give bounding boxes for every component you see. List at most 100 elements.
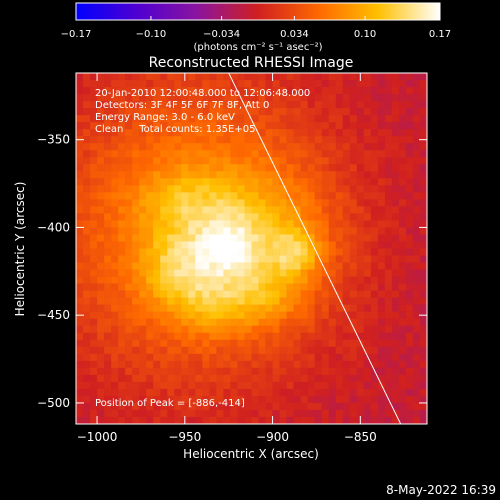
heatmap-cell — [335, 283, 344, 291]
heatmap-cell — [328, 220, 337, 228]
heatmap-cell — [300, 311, 308, 319]
heatmap-cell — [391, 262, 400, 270]
heatmap-cell — [111, 87, 119, 95]
heatmap-cell — [146, 171, 154, 179]
heatmap-cell — [244, 297, 252, 305]
heatmap-cell — [125, 388, 133, 397]
heatmap-cell — [251, 87, 259, 95]
heatmap-cell — [104, 339, 112, 348]
heatmap-cell — [202, 115, 210, 123]
heatmap-cell — [167, 108, 175, 116]
heatmap-cell — [132, 178, 140, 186]
heatmap-cell — [188, 178, 196, 186]
heatmap-cell — [90, 283, 98, 291]
heatmap-cell — [76, 164, 84, 172]
heatmap-cell — [188, 339, 196, 348]
heatmap-cell — [272, 262, 280, 270]
heatmap-cell — [314, 381, 322, 390]
heatmap-cell — [216, 395, 224, 404]
heatmap-cell — [412, 192, 421, 200]
heatmap-cell — [265, 276, 273, 284]
heatmap-cell — [356, 115, 365, 123]
heatmap-cell — [293, 283, 301, 291]
heatmap-cell — [391, 136, 400, 144]
heatmap-cell — [391, 402, 400, 411]
heatmap-cell — [153, 290, 161, 298]
heatmap-cell — [139, 360, 147, 369]
heatmap-cell — [370, 311, 379, 319]
heatmap-cell — [244, 192, 252, 200]
heatmap-cell — [307, 262, 315, 270]
heatmap-cell — [237, 325, 245, 334]
heatmap-cell — [153, 171, 161, 179]
heatmap-cell — [258, 346, 266, 355]
heatmap-cell — [328, 241, 337, 249]
heatmap-cell — [223, 325, 231, 334]
heatmap-cell — [153, 87, 161, 95]
heatmap-cell — [405, 367, 414, 376]
heatmap-cell — [139, 220, 147, 228]
heatmap-cell — [118, 241, 126, 249]
heatmap-cell — [244, 339, 252, 348]
heatmap-cell — [279, 199, 287, 207]
heatmap-cell — [104, 311, 112, 319]
heatmap-cell — [349, 360, 358, 369]
heatmap-cell — [384, 241, 393, 249]
heatmap-cell — [76, 206, 84, 214]
heatmap-cell — [146, 325, 154, 334]
heatmap-cell — [125, 227, 133, 235]
heatmap-cell — [377, 234, 386, 242]
heatmap-cell — [167, 157, 175, 165]
heatmap-cell — [335, 311, 344, 319]
heatmap-cell — [97, 360, 105, 369]
heatmap-cell — [419, 73, 427, 81]
heatmap-cell — [251, 143, 259, 151]
heatmap-cell — [181, 227, 189, 235]
heatmap-cell — [412, 122, 421, 130]
heatmap-cell — [286, 241, 294, 249]
heatmap-cell — [349, 199, 358, 207]
heatmap-cell — [111, 346, 119, 355]
heatmap-cell — [146, 213, 154, 221]
heatmap-cell — [104, 150, 112, 158]
heatmap-cell — [160, 283, 168, 291]
heatmap-cell — [398, 262, 407, 270]
heatmap-cell — [398, 199, 407, 207]
heatmap-cell — [286, 220, 294, 228]
heatmap-cell — [132, 248, 140, 256]
heatmap-cell — [132, 122, 140, 130]
heatmap-cell — [104, 269, 112, 277]
heatmap-cell — [90, 346, 98, 355]
heatmap-cell — [265, 367, 273, 376]
heatmap-cell — [111, 402, 119, 411]
heatmap-cell — [314, 402, 322, 411]
heatmap-cell — [363, 206, 372, 214]
heatmap-cell — [223, 108, 231, 116]
heatmap-cell — [223, 318, 231, 327]
heatmap-cell — [349, 304, 358, 312]
heatmap-cell — [279, 150, 287, 158]
heatmap-cell — [90, 248, 98, 256]
heatmap-cell — [76, 178, 84, 186]
heatmap-cell — [328, 304, 337, 312]
heatmap-cell — [377, 143, 386, 151]
heatmap-cell — [307, 381, 315, 390]
heatmap-cell — [398, 283, 407, 291]
heatmap-cell — [97, 220, 105, 228]
heatmap-cell — [181, 220, 189, 228]
heatmap-cell — [405, 409, 414, 418]
heatmap-cell — [405, 122, 414, 130]
heatmap-cell — [118, 360, 126, 369]
heatmap-cell — [258, 325, 266, 334]
heatmap-cell — [391, 87, 400, 95]
heatmap-cell — [377, 402, 386, 411]
heatmap-cell — [342, 157, 351, 165]
heatmap-cell — [244, 367, 252, 376]
annotation-block: 20-Jan-2010 12:00:48.000 to 12:06:48.000… — [95, 88, 310, 135]
heatmap-cell — [251, 241, 259, 249]
heatmap-cell — [216, 234, 224, 242]
heatmap-cell — [188, 157, 196, 165]
heatmap-cell — [125, 332, 133, 341]
heatmap-cell — [90, 332, 98, 341]
heatmap-cell — [335, 115, 344, 123]
